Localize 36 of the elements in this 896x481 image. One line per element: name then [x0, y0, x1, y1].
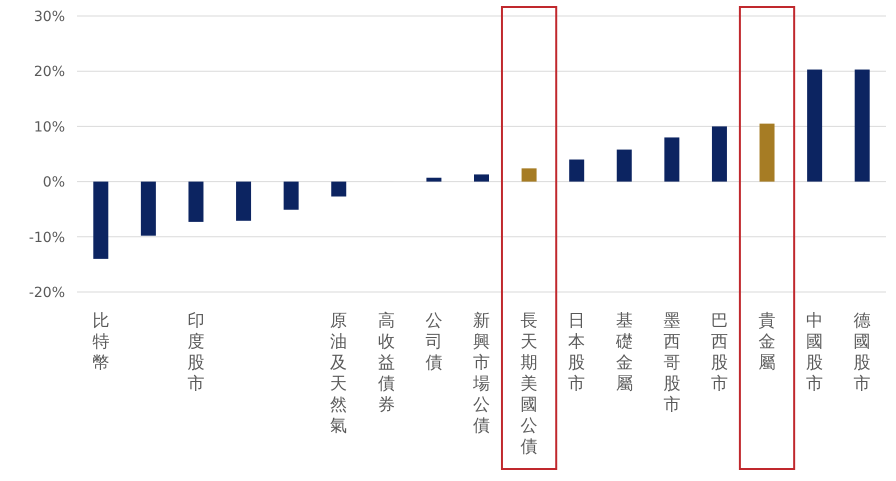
x-tick-label: 墨西哥股市	[663, 311, 680, 415]
y-tick-label: 10%	[34, 119, 65, 136]
x-tick-label: 中國股市	[806, 311, 824, 394]
bar	[331, 182, 346, 197]
x-tick-label: 基礎金屬	[614, 311, 633, 394]
x-tick-label: 巴西股市	[710, 311, 728, 394]
bar	[760, 124, 775, 182]
bar	[712, 126, 727, 182]
bar	[854, 70, 870, 182]
y-tick-label: 0%	[42, 174, 65, 191]
y-tick-label: 20%	[34, 64, 65, 80]
x-tick-label: 日本股市	[568, 311, 586, 394]
bar	[140, 182, 156, 236]
bar	[284, 182, 299, 210]
bar	[188, 182, 204, 222]
x-tick-label: 原油及天然氣	[330, 311, 348, 436]
y-tick-label: 30%	[34, 9, 65, 25]
x-tick-label: 新興市場公債	[472, 311, 490, 436]
bar	[522, 168, 537, 182]
bar	[664, 137, 680, 182]
bar	[807, 70, 822, 182]
x-tick-label: 印度股市	[187, 311, 204, 394]
x-tick-label: 德國股市	[854, 311, 871, 394]
bar	[616, 150, 632, 182]
bar	[426, 178, 442, 182]
bar	[474, 174, 489, 182]
x-tick-label: 高收益債券	[378, 311, 395, 415]
x-tick-label: 公司債	[425, 311, 442, 373]
x-tick-label: 長天期美國公債	[520, 311, 538, 457]
bar	[93, 182, 108, 259]
y-tick-label: -10%	[28, 230, 65, 246]
x-tick-label: 貴金屬	[758, 311, 776, 373]
y-tick-label: -20%	[28, 285, 65, 301]
x-tick-label: 比特幣	[92, 311, 110, 373]
bar	[236, 182, 252, 221]
bar	[569, 160, 584, 182]
